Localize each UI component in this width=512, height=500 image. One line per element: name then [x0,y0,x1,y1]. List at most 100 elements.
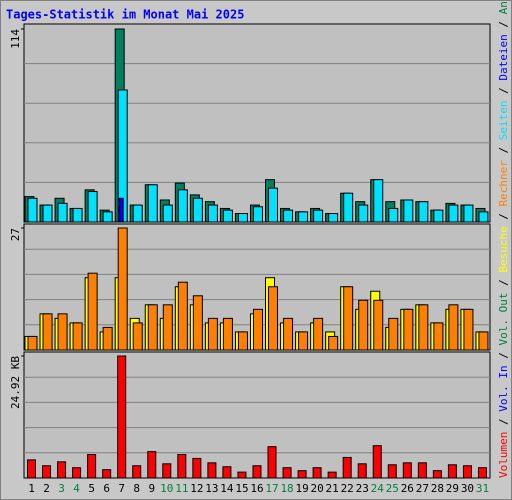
x-tick-label: 4 [73,482,80,495]
x-tick-label: 28 [431,482,444,495]
bar [117,227,128,351]
x-tick-label: 2 [43,482,50,495]
x-tick-label: 13 [205,482,218,495]
bar [417,462,427,479]
legend-entry: Vol. In [497,365,510,411]
bar [132,322,143,351]
legend-entry: Volumen [497,432,510,478]
bar [283,317,294,351]
x-tick-label: 7 [118,482,125,495]
x-tick-label: 8 [133,482,140,495]
bar [432,470,442,479]
bar [162,204,173,223]
bar [358,204,369,223]
legend-entry: Seiten [497,100,510,140]
legend-entry: Rechner [497,160,510,207]
bar [448,204,459,223]
bar [87,191,98,223]
x-tick-label: 17 [265,482,278,495]
bar [27,197,38,223]
bar [192,197,203,223]
bar [207,317,218,351]
bar [42,465,52,479]
x-tick-label: 22 [341,482,354,495]
x-tick-label: 12 [190,482,203,495]
bar [102,326,113,351]
bar [222,209,233,223]
x-tick-label: 27 [416,482,429,495]
bar [312,467,322,479]
bar [252,465,262,479]
bar [403,308,414,351]
bar [27,459,36,479]
bar [57,313,68,351]
bar [72,322,83,351]
bar [387,464,397,479]
bar [327,471,337,479]
bar [268,286,279,351]
bar [433,209,444,223]
plot-area [23,351,491,479]
bar [102,469,112,479]
bar [237,471,247,479]
x-tick-label: 15 [235,482,248,495]
bar [478,331,489,351]
x-tick-label: 5 [88,482,95,495]
bar [177,189,188,223]
legend-separator: / [497,14,510,34]
bar [27,335,38,351]
bar [342,456,352,479]
x-tick-label: 19 [295,482,308,495]
bar [373,299,384,351]
bar [252,206,263,223]
bar [462,465,472,479]
bar [343,286,354,351]
bar [87,454,97,479]
bar [42,204,53,223]
legend-separator: / [497,140,510,160]
bar [222,317,233,351]
bar [358,299,369,351]
bar [42,313,53,351]
bar [357,463,367,479]
bar [237,213,248,223]
y-tick-label: 24.92 KB [9,356,22,409]
x-tick-label: 10 [160,482,173,495]
x-tick-label: 21 [326,482,339,495]
legend-entry: Besuche [497,226,510,272]
bar [478,211,489,223]
bar [343,192,354,223]
x-tick-label: 16 [250,482,263,495]
bar [72,207,83,223]
bar [298,331,309,351]
x-tick-label: 18 [280,482,293,495]
bar [388,317,399,351]
x-tick-label: 3 [58,482,65,495]
bar [162,304,173,351]
legend-entry: Anfragen [497,0,510,14]
legend-separator: / [497,206,510,226]
bar [448,304,459,351]
x-tick-label: 9 [148,482,155,495]
x-tick-label: 20 [311,482,324,495]
bar [418,201,429,223]
bar [402,462,412,479]
bar [447,464,457,479]
legend-separator: / [497,81,510,101]
bar [298,211,309,223]
y-tick-label: 114 [9,29,22,49]
x-tick-label: 29 [446,482,459,495]
x-tick-label: 6 [103,482,110,495]
bar [87,272,98,351]
legend-entry: Dateien [497,34,510,80]
bar [192,457,202,479]
bar [57,461,67,479]
bar [463,308,474,351]
legend-separator: / [497,412,510,432]
bar [477,467,487,479]
bar [132,465,142,479]
bar [418,304,429,351]
bar [282,467,292,479]
bar [313,209,324,223]
x-tick-label: 23 [356,482,369,495]
